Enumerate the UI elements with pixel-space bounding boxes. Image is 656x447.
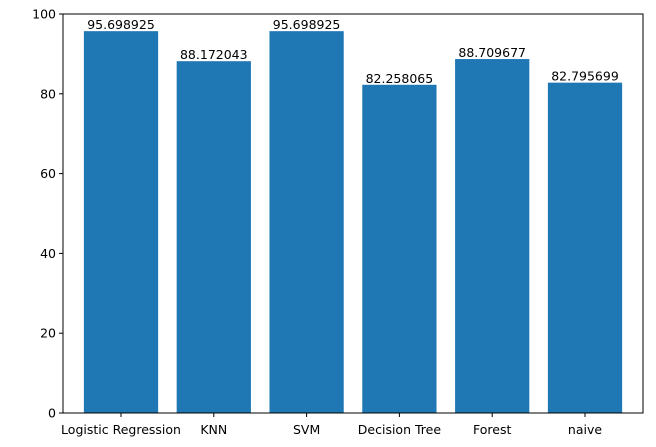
x-axis: Logistic Regression KNN SVM Decision Tree Fo… bbox=[61, 413, 602, 437]
bar-value-label-3: 82.258065 bbox=[366, 71, 434, 86]
bar-0 bbox=[83, 31, 159, 414]
bars-group bbox=[83, 31, 623, 414]
plot-frame bbox=[62, 13, 644, 414]
bar-value-label-1: 88.172043 bbox=[180, 47, 248, 62]
y-tick-label-4: 80 bbox=[40, 86, 56, 101]
bar-value-label-4: 88.709677 bbox=[458, 45, 526, 60]
bar-4 bbox=[455, 59, 530, 413]
y-tick-label-1: 20 bbox=[40, 326, 56, 341]
x-tick-label-0: Logistic Regression bbox=[61, 422, 181, 437]
x-tick-label-4: Forest bbox=[473, 422, 511, 437]
y-axis: 0 20 40 60 80 100 bbox=[32, 7, 63, 421]
bar-value-label-2: 95.698925 bbox=[273, 17, 341, 32]
bar-1 bbox=[176, 61, 251, 414]
x-tick-label-5: naive bbox=[568, 422, 602, 437]
y-tick-label-0: 0 bbox=[48, 406, 56, 421]
y-tick-label-5: 100 bbox=[32, 7, 56, 22]
bar-value-labels: 95.698925 88.172043 95.698925 82.258065 88.7… bbox=[87, 17, 619, 86]
bar-2 bbox=[269, 31, 344, 414]
x-tick-label-1: KNN bbox=[200, 422, 227, 437]
x-tick-label-3: Decision Tree bbox=[358, 422, 442, 437]
x-tick-label-2: SVM bbox=[293, 422, 320, 437]
y-tick-label-2: 40 bbox=[40, 246, 56, 261]
y-tick-label-3: 60 bbox=[40, 166, 56, 181]
bar-5 bbox=[547, 82, 623, 413]
bar-value-label-5: 82.795699 bbox=[551, 69, 619, 84]
bar-3 bbox=[362, 84, 437, 414]
bar-value-label-0: 95.698925 bbox=[87, 17, 155, 32]
